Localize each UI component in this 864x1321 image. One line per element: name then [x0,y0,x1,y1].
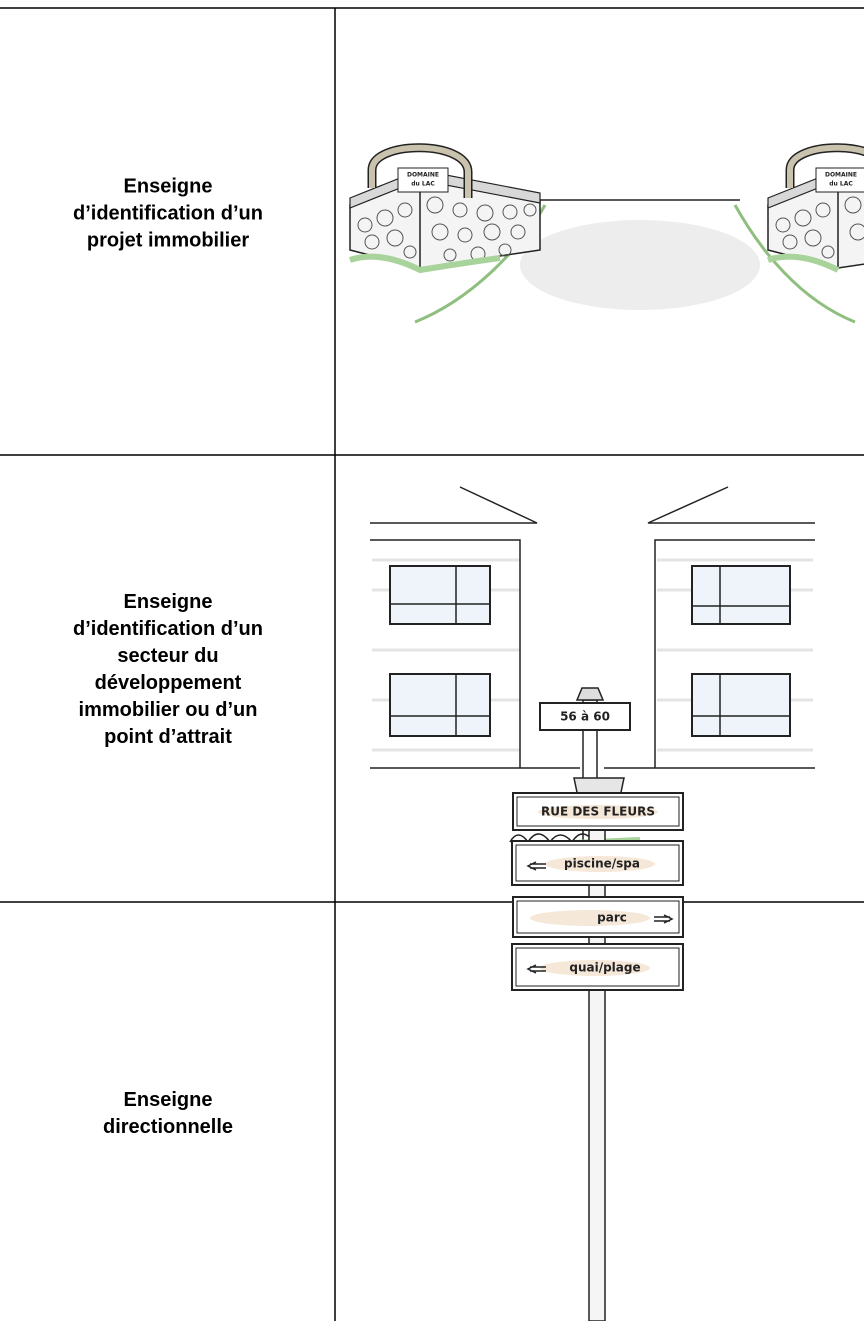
sign-text: 56 à 60 [560,710,610,724]
row-label: immobilier ou d’un [79,699,258,721]
row-label: développement [95,672,242,694]
row-label: directionnelle [103,1116,233,1138]
sign-text: piscine/spa [564,857,640,871]
illustration-directional: RUE DES FLEURS piscine/spa parc quai/pla… [511,777,684,1321]
row-label: secteur du [117,645,218,667]
row-label: d’identification d’un [73,618,263,640]
row-label: Enseigne [124,175,213,197]
row-label: Enseigne [124,1089,213,1111]
row-label: point d’attrait [104,726,232,748]
sign-text: RUE DES FLEURS [541,805,655,819]
sign-text: quai/plage [569,961,640,975]
sign-text: du LAC [829,181,853,188]
illustration-entrance: DOMAINE du LAC DOMAINE du LAC [349,143,864,324]
row-label: d’identification d’un [73,202,263,224]
sign-text: parc [597,911,627,925]
illustration-buildings: 56 à 60 [370,486,815,851]
stone-wall-sign: DOMAINE du LAC [767,143,864,273]
sign-text: du LAC [411,181,435,188]
stone-wall-sign: DOMAINE du LAC [349,143,541,274]
row-label: projet immobilier [87,229,249,251]
sign-text: DOMAINE [825,172,857,179]
row-label: Enseigne [124,591,213,613]
sign-text: DOMAINE [407,172,439,179]
